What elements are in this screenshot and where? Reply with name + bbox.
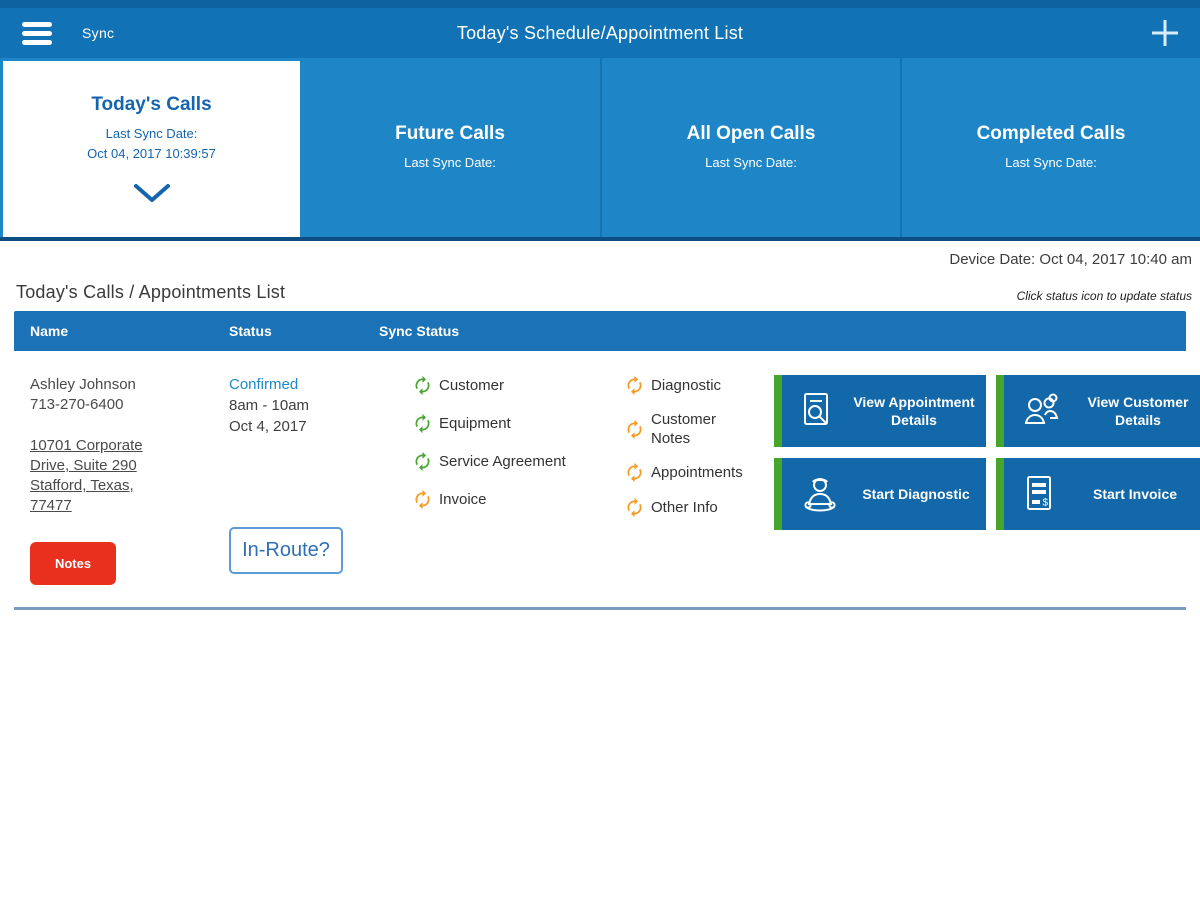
section-heading: Today's Calls / Appointments List [16, 282, 286, 302]
sync-item-customer[interactable]: Customer [412, 375, 592, 396]
tab-sync-label: Last Sync Date: [705, 154, 797, 170]
sync-item-label: Invoice [439, 491, 487, 508]
sync-item-label: Customer [439, 377, 505, 394]
customer-name: Ashley Johnson [30, 376, 136, 393]
svg-text:$: $ [1043, 498, 1049, 509]
view-customer-details-icon [1022, 391, 1062, 431]
sync-item-service-agreement[interactable]: Service Agreement [412, 451, 592, 472]
sync-item-invoice[interactable]: Invoice [412, 489, 592, 510]
view-customer-details-button[interactable]: View Customer Details [996, 375, 1200, 447]
tab-completed-calls[interactable]: Completed Calls Last Sync Date: [900, 58, 1200, 237]
column-header-sync-status: Sync Status [379, 323, 460, 339]
sync-refresh-icon[interactable] [624, 419, 645, 440]
tab-label: Future Calls [395, 122, 505, 144]
appointment-status: Confirmed [229, 376, 299, 393]
sync-item-label: Diagnostic [651, 377, 722, 394]
menu-icon[interactable] [18, 18, 56, 49]
tab-label: Completed Calls [976, 122, 1126, 144]
device-date: Device Date: Oct 04, 2017 10:40 am [949, 251, 1192, 268]
tab-sync-label: Last Sync Date: [105, 126, 198, 141]
start-invoice-icon: $ [1022, 474, 1056, 514]
tab-sync-value: Oct 04, 2017 10:39:57 [87, 146, 216, 161]
start-invoice-button[interactable]: $ Start Invoice [996, 458, 1200, 530]
sync-item-equipment[interactable]: Equipment [412, 413, 592, 434]
sync-refresh-icon[interactable] [412, 451, 433, 472]
add-icon[interactable] [1148, 16, 1182, 50]
table-header: Name Status Sync Status [14, 311, 1186, 351]
sync-refresh-icon[interactable] [412, 489, 433, 510]
appointment-date: Oct 4, 2017 [229, 418, 307, 435]
appointment-row: Ashley Johnson 713-270-6400 10701 Corpor… [14, 351, 1200, 607]
sync-refresh-icon[interactable] [624, 497, 645, 518]
tab-all-open-calls[interactable]: All Open Calls Last Sync Date: [600, 58, 900, 237]
sync-item-other-info[interactable]: Other Info [624, 497, 774, 518]
in-route-button[interactable]: In-Route? [229, 527, 343, 574]
appointments-table: Name Status Sync Status Ashley Johnson 7… [14, 311, 1200, 610]
sync-item-label: Customer Notes [651, 411, 717, 447]
tab-todays-calls[interactable]: Today's Calls Last Sync Date: Oct 04, 20… [0, 58, 300, 237]
main-content: Device Date: Oct 04, 2017 10:40 am Today… [0, 241, 1200, 900]
sync-status-cell: Customer Equipment Service Agreement [379, 375, 774, 585]
column-header-status: Status [229, 323, 272, 339]
status-cell: Confirmed 8am - 10am Oct 4, 2017 In-Rout… [229, 375, 379, 585]
tab-label: Today's Calls [91, 94, 212, 115]
start-diagnostic-button[interactable]: Start Diagnostic [774, 458, 986, 530]
name-cell: Ashley Johnson 713-270-6400 10701 Corpor… [14, 375, 229, 585]
notes-button[interactable]: Notes [30, 542, 116, 585]
sync-item-label: Service Agreement [439, 453, 566, 470]
actions-cell: View Appointment Details [774, 375, 1200, 585]
page-title: Today's Schedule/Appointment List [456, 22, 744, 43]
tab-bar: Today's Calls Last Sync Date: Oct 04, 20… [0, 58, 1200, 237]
sync-item-label: Other Info [651, 499, 718, 516]
sync-item-label: Appointments [651, 464, 743, 481]
tabs-underline [0, 237, 1200, 241]
status-bar [0, 0, 1200, 8]
sync-menu-item[interactable]: Sync [82, 25, 115, 41]
sync-refresh-icon[interactable] [624, 462, 645, 483]
tab-label: All Open Calls [686, 122, 816, 144]
sync-item-label: Equipment [439, 415, 511, 432]
sync-item-appointments[interactable]: Appointments [624, 462, 774, 483]
tab-future-calls[interactable]: Future Calls Last Sync Date: [300, 58, 600, 237]
customer-address-link[interactable]: 10701 Corporate Drive, Suite 290 Staffor… [30, 437, 143, 514]
sync-item-diagnostic[interactable]: Diagnostic [624, 375, 774, 396]
view-appointment-details-button[interactable]: View Appointment Details [774, 375, 986, 447]
tab-sync-label: Last Sync Date: [404, 154, 496, 170]
sync-refresh-icon[interactable] [624, 375, 645, 396]
view-appointment-details-icon [800, 391, 836, 431]
appointment-time: 8am - 10am [229, 397, 310, 414]
sync-refresh-icon[interactable] [412, 375, 433, 396]
start-diagnostic-icon [800, 474, 840, 514]
sync-item-customer-notes[interactable]: Customer Notes [624, 410, 774, 448]
sync-refresh-icon[interactable] [412, 413, 433, 434]
customer-phone: 713-270-6400 [30, 396, 124, 413]
tab-sync-label: Last Sync Date: [1005, 154, 1097, 170]
app-bar: Sync Today's Schedule/Appointment List [0, 8, 1200, 58]
chevron-down-icon[interactable] [130, 182, 174, 204]
column-header-name: Name [30, 323, 69, 339]
status-update-hint: Click status icon to update status [1016, 289, 1192, 303]
